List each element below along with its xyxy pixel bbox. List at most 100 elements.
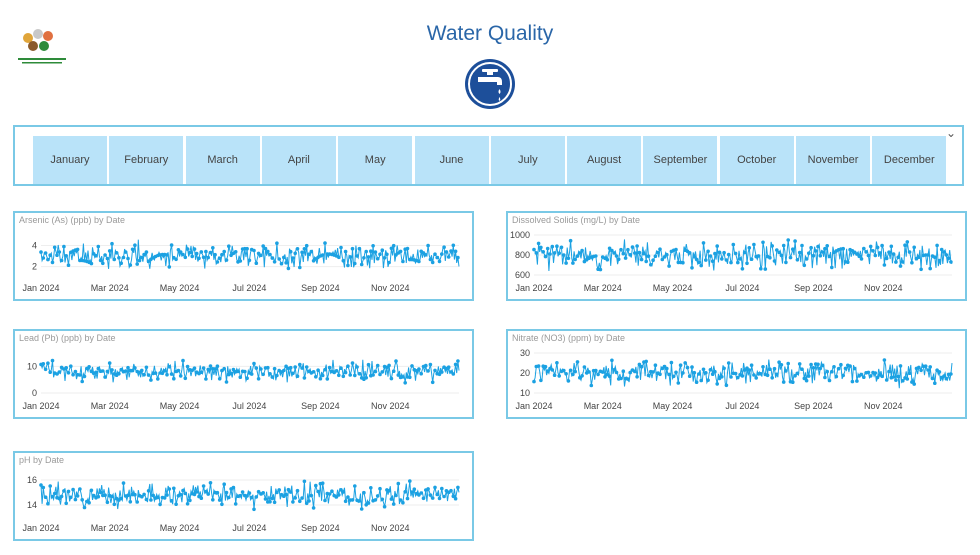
data-point[interactable] — [98, 258, 103, 263]
data-point[interactable] — [394, 359, 398, 363]
data-point[interactable] — [823, 375, 827, 380]
data-point[interactable] — [82, 505, 87, 510]
data-point[interactable] — [268, 500, 272, 504]
data-point[interactable] — [797, 362, 802, 366]
data-point[interactable] — [772, 366, 777, 371]
data-point[interactable] — [740, 374, 745, 378]
data-point[interactable] — [442, 245, 446, 249]
data-point[interactable] — [937, 258, 942, 263]
data-point[interactable] — [197, 256, 201, 261]
data-point[interactable] — [398, 249, 403, 254]
data-point[interactable] — [720, 375, 724, 379]
data-point[interactable] — [692, 370, 697, 375]
data-point[interactable] — [261, 244, 265, 248]
data-point[interactable] — [800, 367, 804, 371]
data-point[interactable] — [350, 246, 355, 251]
data-point[interactable] — [343, 499, 348, 504]
data-point[interactable] — [300, 366, 304, 370]
data-point[interactable] — [167, 487, 172, 491]
data-point[interactable] — [933, 381, 937, 385]
data-point[interactable] — [52, 491, 57, 496]
data-point[interactable] — [169, 499, 174, 503]
data-point[interactable] — [261, 491, 265, 495]
data-point[interactable] — [580, 248, 584, 253]
data-point[interactable] — [809, 362, 813, 367]
data-point[interactable] — [222, 366, 226, 371]
data-point[interactable] — [101, 369, 105, 373]
data-point[interactable] — [199, 496, 204, 500]
data-point[interactable] — [405, 496, 410, 501]
data-point[interactable] — [185, 364, 190, 369]
data-point[interactable] — [926, 368, 930, 372]
data-point[interactable] — [249, 495, 254, 500]
data-point[interactable] — [777, 360, 781, 364]
data-point[interactable] — [382, 256, 387, 260]
data-point[interactable] — [646, 254, 651, 258]
data-point[interactable] — [882, 358, 887, 362]
data-point[interactable] — [453, 249, 458, 254]
data-point[interactable] — [268, 372, 272, 376]
data-point[interactable] — [300, 496, 304, 500]
data-point[interactable] — [412, 487, 417, 491]
data-point[interactable] — [206, 367, 210, 372]
data-point[interactable] — [949, 260, 953, 264]
data-point[interactable] — [939, 247, 944, 252]
data-point[interactable] — [866, 370, 871, 375]
data-point[interactable] — [681, 260, 685, 265]
data-point[interactable] — [745, 261, 749, 266]
data-point[interactable] — [775, 248, 779, 252]
data-point[interactable] — [779, 363, 784, 367]
data-point[interactable] — [926, 253, 930, 257]
data-point[interactable] — [651, 258, 655, 262]
data-point[interactable] — [162, 496, 167, 500]
data-point[interactable] — [408, 375, 412, 380]
data-point[interactable] — [295, 374, 300, 378]
data-point[interactable] — [105, 256, 110, 261]
data-point[interactable] — [426, 487, 430, 491]
data-point[interactable] — [610, 248, 614, 253]
data-point[interactable] — [48, 370, 52, 374]
data-point[interactable] — [227, 244, 231, 248]
data-point[interactable] — [89, 488, 94, 493]
data-point[interactable] — [181, 252, 185, 257]
data-point[interactable] — [759, 266, 763, 271]
data-point[interactable] — [41, 485, 46, 490]
data-point[interactable] — [208, 481, 213, 485]
data-point[interactable] — [133, 366, 137, 370]
data-point[interactable] — [536, 364, 541, 368]
data-point[interactable] — [596, 372, 600, 377]
data-point[interactable] — [578, 251, 582, 255]
data-point[interactable] — [635, 375, 639, 379]
data-point[interactable] — [807, 251, 811, 255]
data-point[interactable] — [117, 372, 121, 376]
data-point[interactable] — [366, 255, 371, 259]
data-point[interactable] — [905, 240, 910, 244]
data-point[interactable] — [71, 487, 75, 492]
data-point[interactable] — [868, 374, 873, 378]
data-point[interactable] — [697, 260, 701, 265]
data-point[interactable] — [440, 252, 444, 256]
data-point[interactable] — [674, 247, 678, 252]
data-point[interactable] — [552, 373, 557, 377]
data-point[interactable] — [190, 254, 194, 259]
data-point[interactable] — [430, 496, 435, 500]
data-point[interactable] — [146, 489, 151, 493]
data-point[interactable] — [846, 260, 850, 264]
data-point[interactable] — [110, 368, 114, 372]
data-point[interactable] — [417, 367, 421, 371]
data-point[interactable] — [630, 245, 635, 249]
data-point[interactable] — [403, 490, 408, 494]
data-point[interactable] — [401, 259, 405, 264]
data-point[interactable] — [126, 365, 130, 370]
data-point[interactable] — [862, 246, 866, 251]
data-point[interactable] — [896, 255, 900, 260]
data-point[interactable] — [754, 376, 758, 380]
data-point[interactable] — [311, 506, 316, 510]
data-point[interactable] — [43, 495, 48, 499]
data-point[interactable] — [807, 374, 811, 378]
data-point[interactable] — [756, 254, 761, 258]
data-point[interactable] — [252, 248, 256, 253]
data-point[interactable] — [64, 366, 68, 370]
data-point[interactable] — [804, 378, 809, 383]
data-point[interactable] — [199, 250, 204, 254]
